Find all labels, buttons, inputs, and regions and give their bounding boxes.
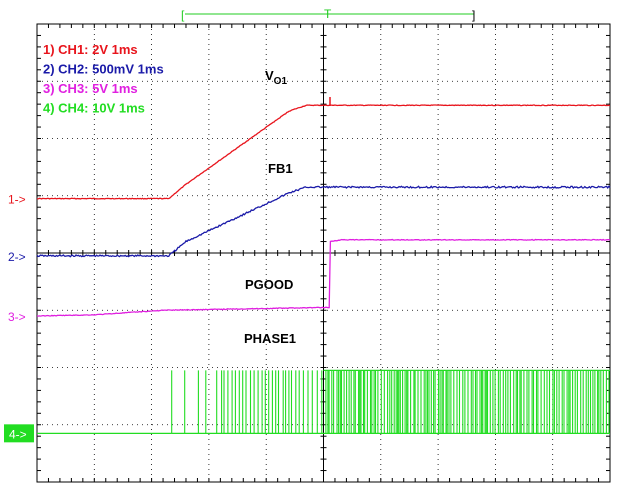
signal-labels: VO1 FB1 PGOOD PHASE1 <box>244 68 296 346</box>
ch4-ground-marker: 4-> <box>9 427 27 441</box>
fb1-label: FB1 <box>268 161 293 176</box>
channel-markers: 1-> 2-> 3-> 4-> <box>4 193 34 443</box>
memory-bar-left-bracket: [ <box>181 8 185 22</box>
trace-pgood <box>36 238 611 317</box>
legend-ch2: 2) CH2: 500mV 1ms <box>43 62 164 77</box>
ch1-ground-marker: 1-> <box>8 193 26 207</box>
trace-vo1 <box>37 104 610 200</box>
ch4-marker-bg <box>4 424 34 443</box>
traces <box>36 97 611 434</box>
pgood-label: PGOOD <box>245 277 293 292</box>
memory-bar: [] T <box>181 7 475 22</box>
legend-ch1: 1) CH1: 2V 1ms <box>43 42 138 57</box>
channel-legend: 1) CH1: 2V 1ms 2) CH2: 500mV 1ms 3) CH3: 5… <box>43 42 164 116</box>
phase1-label: PHASE1 <box>244 331 296 346</box>
legend-ch3: 3) CH3: 5V 1ms <box>43 81 138 96</box>
vo1-label: VO1 <box>265 68 287 87</box>
trace-phase1-switching <box>171 370 610 434</box>
legend-ch4: 4) CH4: 10V 1ms <box>43 101 145 116</box>
memory-bar-trigger: T <box>324 7 332 21</box>
ch3-ground-marker: 3-> <box>8 310 26 324</box>
ch2-ground-marker: 2-> <box>8 250 26 264</box>
memory-bar-right-bracket: ] <box>472 8 475 22</box>
trace-fb1 <box>36 185 611 258</box>
